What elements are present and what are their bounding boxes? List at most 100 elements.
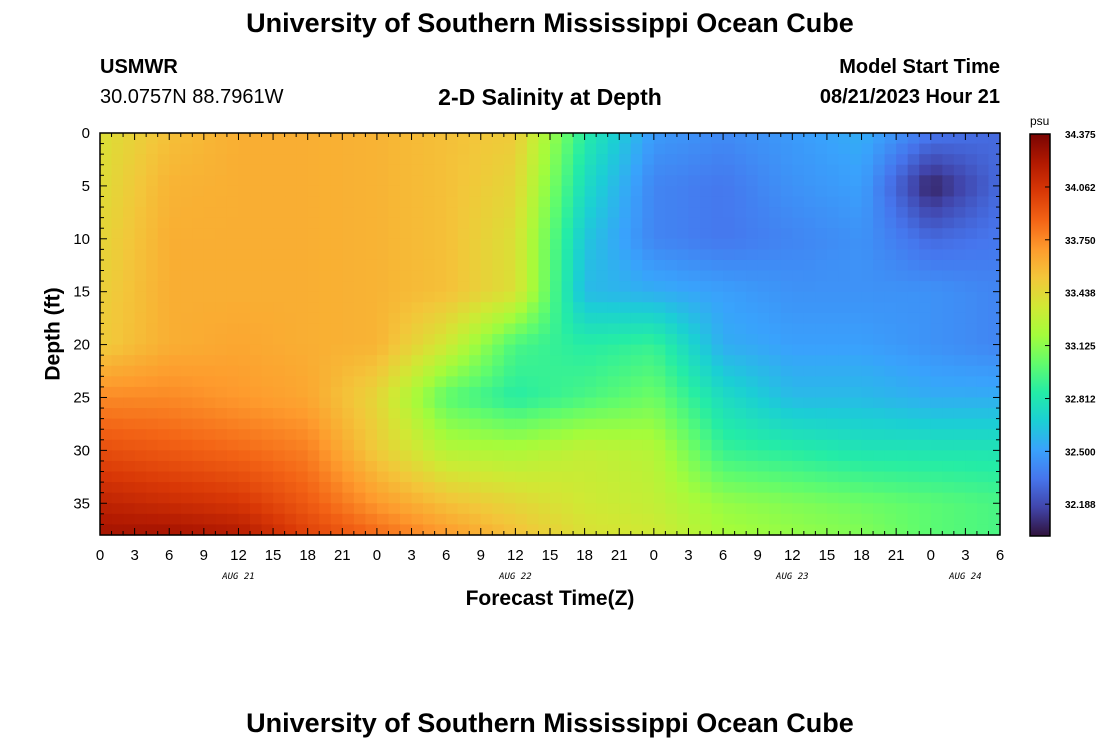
heatmap-cell [400,365,413,377]
heatmap-cell [538,228,551,240]
heatmap-cell [492,238,505,250]
heatmap-cell [388,439,401,451]
heatmap-cell [238,228,251,240]
heatmap-cell [561,365,574,377]
heatmap-cell [653,482,666,494]
heatmap-cell [400,429,413,441]
heatmap-cell [700,217,713,229]
heatmap-cell [400,207,413,219]
heatmap-cell [584,513,597,526]
heatmap-cell [100,175,113,187]
heatmap-cell [988,418,1001,430]
heatmap-cell [330,185,343,198]
heatmap-cell [400,460,413,473]
heatmap-cell [850,291,863,303]
heatmap-cell [146,482,159,494]
heatmap-cell [861,482,874,494]
heatmap-cell [653,164,666,176]
heatmap-cell [365,291,378,303]
heatmap-cell [180,281,193,293]
heatmap-cell [192,217,205,229]
heatmap-cell [826,228,840,240]
heatmap-cell [884,513,897,526]
heatmap-cell [630,291,643,303]
heatmap-cell [642,291,655,303]
heatmap-cell [319,429,332,441]
heatmap-cell [273,238,286,250]
heatmap-cell [100,524,113,536]
heatmap-cell [688,143,701,155]
heatmap-cell [711,355,724,367]
heatmap-cell [838,175,851,187]
heatmap-cell [296,312,309,325]
heatmap-cell [826,482,840,494]
heatmap-cell [226,482,240,494]
heatmap-cell [469,386,482,399]
heatmap-cell [607,450,620,462]
heatmap-cell [919,492,932,504]
heatmap-cell [988,429,1001,441]
heatmap-cell [388,429,401,441]
heatmap-cell [423,143,436,155]
heatmap-cell [342,460,355,473]
heatmap-cell [596,513,609,526]
heatmap-cell [792,207,805,219]
heatmap-cell [469,164,482,176]
heatmap-cell [250,270,263,282]
heatmap-cell [538,302,551,314]
heatmap-cell [319,270,332,282]
heatmap-cell [630,164,643,176]
heatmap-cell [803,482,816,494]
heatmap-cell [688,344,701,356]
heatmap-cell [180,228,193,240]
heatmap-cell [665,185,678,198]
heatmap-cell [953,259,966,272]
heatmap-cell [653,492,666,504]
heatmap-cell [319,471,332,483]
heatmap-cell [469,270,482,282]
heatmap-cell [215,291,228,303]
heatmap-cell [953,312,966,325]
heatmap-cell [884,312,897,325]
heatmap-cell [607,460,620,473]
heatmap-cell [919,355,932,367]
heatmap-cell [826,281,840,293]
heatmap-cell [838,164,851,176]
heatmap-cell [423,217,436,229]
heatmap-cell [953,228,966,240]
heatmap-cell [561,249,574,261]
heatmap-cell [711,249,724,261]
heatmap-cell [100,418,113,430]
heatmap-cell [907,302,920,314]
heatmap-cell [365,143,378,155]
heatmap-cell [930,524,943,536]
heatmap-cell [503,439,516,451]
x-tick-label: 0 [373,547,381,564]
heatmap-cell [780,524,793,536]
heatmap-cell [930,154,943,166]
heatmap-cell [815,323,828,335]
heatmap-cell [273,196,286,208]
heatmap-cell [907,217,920,229]
heatmap-cell [457,471,470,483]
heatmap-cell [503,164,516,176]
heatmap-cell [769,408,782,420]
heatmap-cell [711,365,724,377]
heatmap-cell [734,196,747,208]
heatmap-cell [411,513,424,526]
heatmap-cell [134,376,147,388]
heatmap-cell [861,408,874,420]
heatmap-cell [653,503,666,515]
heatmap-cell [630,302,643,314]
heatmap-cell [815,408,828,420]
heatmap-cell [988,386,1001,399]
heatmap-cell [226,460,240,473]
heatmap-cell [169,429,182,441]
heatmap-cell [619,175,632,187]
heatmap-cell [492,408,505,420]
heatmap-cell [976,355,990,367]
heatmap-cell [688,513,701,526]
heatmap-cell [665,143,678,155]
heatmap-cell [757,323,770,335]
heatmap-cell [688,312,701,325]
